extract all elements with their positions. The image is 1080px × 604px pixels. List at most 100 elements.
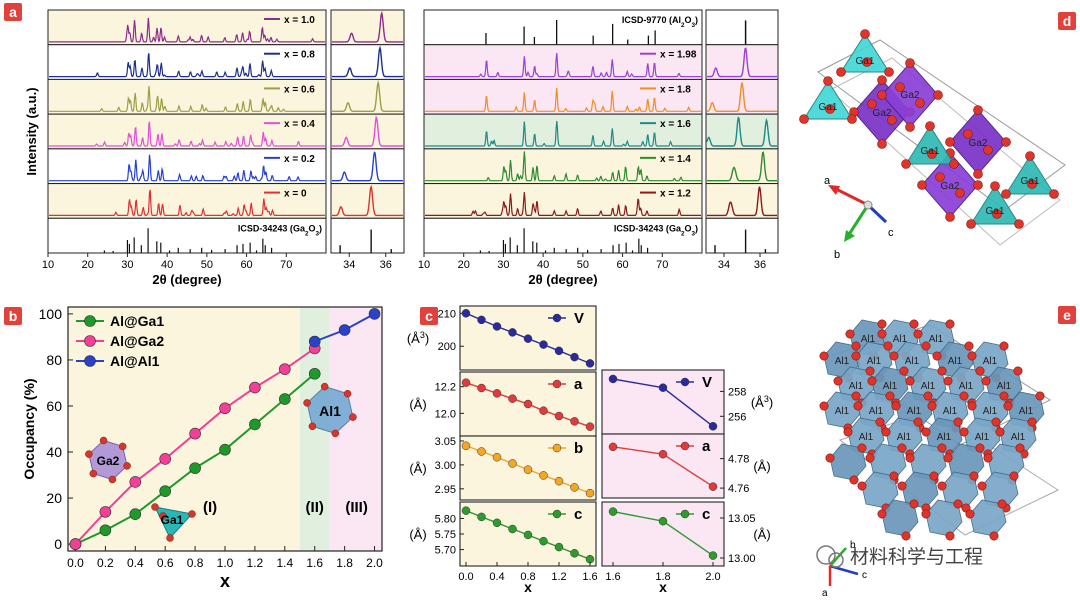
- oxygen-atom: [973, 105, 983, 115]
- oxygen-atom: [967, 401, 977, 411]
- axis-label: b: [850, 540, 856, 551]
- x-tick-label: 34: [343, 259, 355, 271]
- x-tick-label: 20: [82, 259, 94, 271]
- oxygen-atom: [851, 341, 861, 351]
- oxygen-atom: [997, 499, 1007, 509]
- axis-label: a: [824, 175, 831, 187]
- atom-label: Al1: [893, 334, 908, 345]
- data-point: [608, 507, 618, 516]
- ref-box: [423, 217, 703, 254]
- x-tick-label: 1.0: [217, 556, 234, 570]
- oxygen-atom: [845, 329, 855, 339]
- data-point: [249, 418, 261, 431]
- oxygen-atom: [885, 391, 895, 401]
- oxygen-atom: [905, 453, 915, 463]
- oxygen-atom: [1027, 179, 1037, 189]
- oxygen-atom: [921, 509, 931, 519]
- panel-badge: [420, 307, 438, 325]
- xrd-trace: [425, 151, 701, 182]
- oxygen-atom: [965, 509, 975, 519]
- arrowhead: [844, 230, 855, 242]
- unit-label: (Å): [409, 461, 426, 476]
- trace-label: x = 1.2: [660, 189, 691, 200]
- watermark: 材料科学与工程: [816, 545, 983, 568]
- oxygen-atom: [949, 159, 959, 169]
- panel-e-al2o3-structure: Al1 Al1 Al1 Al1 Al1 Al1 Al1 Al1 Al1 Al1 Al1 Al1 Al1 A…: [819, 319, 1060, 599]
- data-point: [658, 516, 668, 526]
- data-point: [159, 453, 171, 465]
- octahedron: [861, 471, 899, 509]
- atom-label: Al1: [1019, 406, 1034, 417]
- tetrahedron: [1005, 155, 1055, 195]
- oxygen-atom: [1014, 219, 1024, 229]
- atom-label: Al1: [905, 356, 920, 367]
- legend-label: Al@Ga1: [110, 313, 164, 329]
- x-tick-label: 70: [656, 259, 668, 271]
- atom-label: Al1: [959, 381, 974, 392]
- x-axis-label: 2θ (degree): [528, 272, 597, 287]
- data-point: [69, 538, 82, 550]
- oxygen-atom: [966, 219, 976, 229]
- data-point: [189, 462, 201, 474]
- x-tick-label: 0.0: [458, 571, 473, 583]
- oxygen-atom: [981, 376, 991, 386]
- data-point: [159, 485, 171, 497]
- y-tick-label: 5.70: [435, 545, 456, 557]
- trace-box: [47, 9, 327, 46]
- panel-badge: [4, 3, 22, 21]
- x-tick-label: 0.4: [127, 556, 144, 570]
- oxygen-atom: [913, 329, 923, 339]
- oxygen-atom: [909, 499, 919, 509]
- atom-label: Ga1: [856, 56, 875, 67]
- x-tick-label: 50: [201, 259, 213, 271]
- data-point: [368, 308, 381, 320]
- oxygen-atom: [881, 427, 891, 437]
- oxygen-atom: [343, 389, 352, 398]
- octahedron: [969, 499, 1007, 537]
- y-tick-label: 5.75: [435, 529, 456, 541]
- oxygen-atom: [943, 453, 953, 463]
- legend-label: a: [702, 438, 711, 455]
- x-tick-label: 1.8: [655, 571, 670, 583]
- trace-zoom-box: [330, 44, 405, 80]
- oxygen-atom: [923, 391, 933, 401]
- data-point: [539, 340, 548, 349]
- oxygen-atom: [945, 531, 955, 541]
- x-axis-label: x: [659, 579, 667, 595]
- data-point: [570, 549, 579, 558]
- atom-label: Al1: [997, 381, 1012, 392]
- atom-label: Al1: [835, 356, 850, 367]
- oxygen-atom: [883, 341, 893, 351]
- oxygen-atom: [865, 366, 875, 376]
- y-tick-label: 13.00: [728, 553, 756, 565]
- panel-a-xrd-right: ICSD-9770 (Al2O3) x = 1.98 x = 1.8 x = 1.6 x…: [418, 9, 779, 287]
- trace-box: [47, 44, 327, 80]
- ref-label: ICSD-34243 (Ga2O3): [238, 223, 322, 237]
- xrd-zoom-trace: [332, 79, 403, 112]
- panel-letter: a: [9, 4, 17, 20]
- xrd-zoom-trace: [332, 184, 403, 217]
- region-label: (III): [345, 499, 368, 516]
- oxygen-atom: [932, 351, 942, 361]
- y-tick-label: 40: [46, 444, 62, 460]
- ref-box: [47, 217, 327, 254]
- oxygen-atom: [991, 417, 1001, 427]
- x-tick-label: 34: [718, 259, 730, 271]
- tetrahedron: [970, 185, 1020, 225]
- data-point: [249, 381, 261, 394]
- x-tick-label: 0.8: [187, 556, 204, 570]
- oxygen-atom: [108, 475, 117, 484]
- y-tick-label: 5.80: [435, 513, 456, 525]
- data-point: [554, 346, 564, 356]
- unit-label: (Å): [753, 527, 770, 542]
- oxygen-atom: [945, 212, 955, 222]
- oxygen-atom: [303, 399, 311, 407]
- oxygen-atom: [877, 319, 887, 329]
- oxygen-atom: [1001, 189, 1011, 199]
- x-tick-label: 36: [754, 259, 766, 271]
- x-tick-label: 1.2: [247, 556, 264, 570]
- data-point: [461, 441, 471, 450]
- atom-label: Ga1: [986, 206, 1005, 217]
- atom-label: Al1: [921, 381, 936, 392]
- legend-marker: [84, 335, 96, 347]
